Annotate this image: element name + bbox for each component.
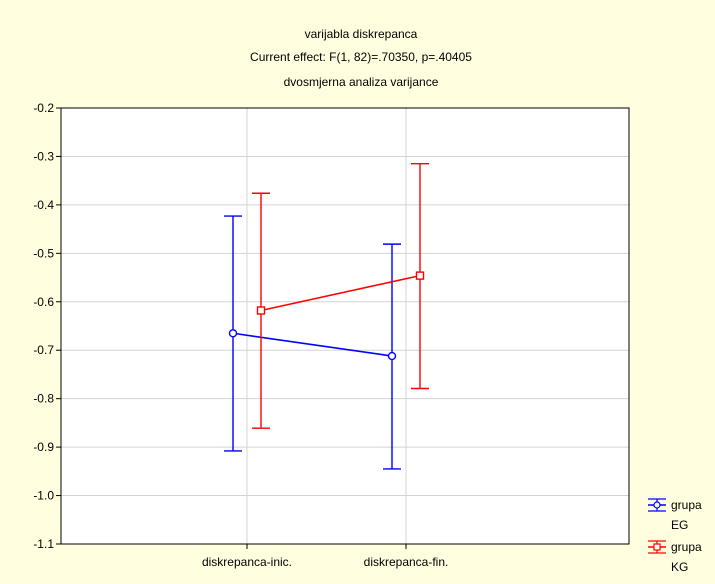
- y-tick-label: -0.2: [33, 101, 54, 115]
- legend-entry-kg: grupa KG: [648, 540, 702, 574]
- legend-label: EG: [671, 518, 688, 532]
- chart-title-line-3: dvosmjerna analiza varijance: [284, 75, 439, 89]
- legend: grupa EG grupa KG: [648, 498, 702, 574]
- x-axis-labels: diskrepanca-inic. diskrepanca-fin.: [202, 544, 448, 569]
- y-tick-label: -0.7: [33, 343, 54, 357]
- data-point: [415, 271, 425, 280]
- data-point: [256, 306, 266, 315]
- y-tick-label: -1.0: [33, 489, 54, 503]
- x-tick-label: diskrepanca-inic.: [202, 555, 292, 569]
- data-point: [228, 329, 238, 338]
- data-point: [387, 351, 397, 361]
- y-tick-label: -0.3: [33, 149, 54, 163]
- legend-marker: [653, 543, 661, 551]
- plot-area: [61, 108, 629, 544]
- legend-label: grupa: [671, 498, 702, 512]
- y-tick-label: -0.9: [33, 440, 54, 454]
- y-axis-ticks: -0.2 -0.3 -0.4 -0.5 -0.6 -0.7 -0.8 -0.9 -1.0 -1.1: [33, 101, 61, 551]
- legend-label: grupa: [671, 540, 702, 554]
- legend-label: KG: [671, 560, 688, 574]
- y-tick-label: -0.8: [33, 392, 54, 406]
- series-line: [232, 332, 393, 357]
- y-tick-label: -0.4: [33, 198, 54, 212]
- chart-title-line-1: varijabla diskrepanca: [305, 27, 418, 41]
- x-tick-label: diskrepanca-fin.: [364, 555, 449, 569]
- series-layer: [224, 163, 429, 470]
- y-tick-label: -0.6: [33, 295, 54, 309]
- y-tick-label: -0.5: [33, 246, 54, 260]
- legend-marker: [653, 501, 661, 509]
- series-kg: [252, 163, 429, 429]
- plot-border: [60, 107, 630, 545]
- series-line: [260, 274, 421, 312]
- chart-title-line-2: Current effect: F(1, 82)=.70350, p=.4040…: [250, 50, 472, 64]
- legend-entry-eg: grupa EG: [648, 498, 702, 532]
- y-tick-label: -1.1: [33, 537, 54, 551]
